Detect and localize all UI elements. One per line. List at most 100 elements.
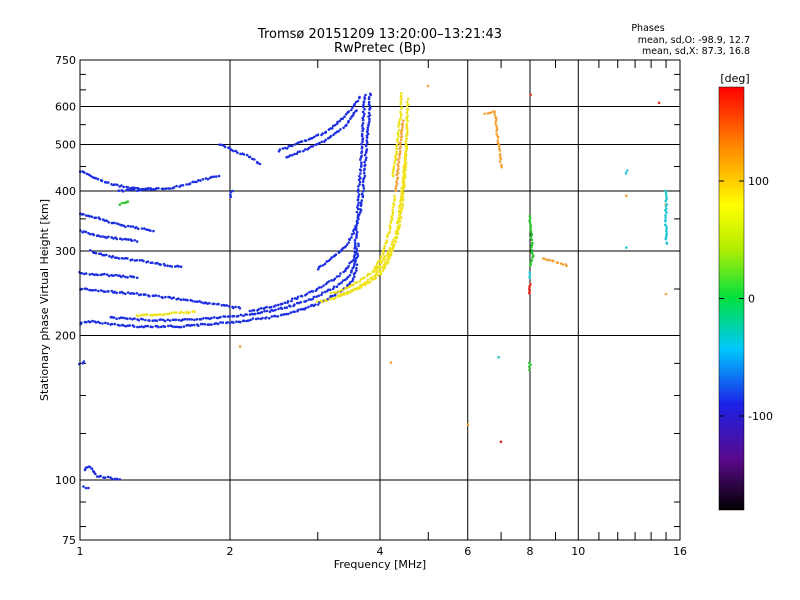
data-point [137, 314, 141, 318]
data-point [274, 308, 277, 312]
data-point [88, 320, 92, 324]
data-point [148, 294, 151, 298]
data-point [317, 286, 321, 289]
data-point [664, 200, 667, 203]
data-point [82, 485, 85, 488]
data-point [285, 312, 288, 316]
data-point [528, 368, 531, 372]
data-point [350, 260, 353, 264]
data-point [396, 169, 399, 173]
data-point [351, 289, 355, 293]
data-point [368, 272, 372, 276]
data-point [140, 188, 144, 192]
data-point [282, 313, 286, 316]
data-point [144, 318, 147, 322]
data-point [404, 152, 408, 156]
data-point [363, 163, 367, 167]
data-point [357, 242, 360, 246]
data-point [371, 278, 374, 282]
phase-stats-title: Phases [631, 23, 664, 34]
data-point [181, 184, 185, 187]
data-point [254, 312, 257, 316]
data-point [126, 257, 129, 260]
data-point [188, 311, 191, 314]
data-point [529, 236, 532, 240]
data-point [366, 128, 370, 132]
data-point [665, 225, 668, 228]
plot-frame [79, 59, 681, 541]
data-point [101, 273, 104, 276]
data-point [543, 257, 547, 261]
data-point [406, 130, 409, 134]
data-point [497, 136, 500, 139]
data-point [128, 324, 132, 327]
data-point [96, 273, 99, 277]
data-point [394, 184, 398, 188]
data-point [280, 302, 284, 306]
data-point [148, 319, 151, 322]
data-point [172, 186, 176, 189]
data-point [307, 305, 310, 309]
data-point [107, 235, 110, 239]
data-point [394, 189, 398, 193]
data-point [364, 143, 368, 147]
data-point [359, 158, 362, 161]
data-point [395, 231, 399, 234]
data-point [168, 187, 172, 190]
data-point [157, 313, 160, 316]
data-point [352, 265, 356, 268]
data-point [500, 165, 503, 169]
data-point [239, 152, 242, 156]
data-point [293, 303, 296, 306]
data-point [379, 271, 382, 275]
data-point [343, 292, 347, 296]
data-point [401, 126, 404, 129]
data-point [356, 203, 360, 207]
data-point [353, 102, 357, 106]
data-point [396, 131, 400, 134]
data-point [253, 158, 256, 161]
data-point [363, 96, 366, 99]
data-point [159, 325, 163, 329]
data-point [228, 321, 232, 325]
data-point [144, 293, 147, 296]
data-point [111, 477, 114, 481]
data-point [389, 250, 393, 254]
data-point [139, 293, 143, 296]
data-point [358, 280, 362, 283]
data-point [171, 325, 174, 328]
data-point [665, 233, 668, 237]
data-point [121, 291, 125, 295]
data-point [528, 276, 531, 279]
data-point [368, 120, 371, 123]
data-point [96, 177, 100, 181]
data-point [405, 116, 408, 120]
data-point [94, 251, 98, 255]
data-point [252, 309, 256, 312]
data-point [489, 111, 493, 114]
data-point [131, 318, 134, 321]
data-point [531, 252, 534, 255]
data-point [390, 248, 394, 252]
data-point [664, 189, 667, 193]
data-point [356, 198, 360, 201]
data-point [329, 258, 332, 261]
data-point [103, 272, 106, 276]
data-point [126, 317, 129, 321]
data-point [217, 174, 221, 178]
data-point [251, 317, 255, 320]
data-point [361, 283, 365, 287]
data-point [405, 122, 408, 126]
data-point [353, 243, 357, 247]
phase-stats-x: mean, sd,X: 87.3, 16.8 [642, 46, 750, 57]
data-point [336, 295, 340, 298]
data-point [94, 472, 97, 476]
data-point [126, 276, 129, 279]
data-point [664, 220, 667, 223]
data-point [318, 141, 321, 145]
data-point [146, 260, 150, 263]
data-point [363, 174, 367, 178]
data-point [283, 306, 287, 310]
data-point [200, 301, 203, 304]
data-point [163, 319, 167, 323]
